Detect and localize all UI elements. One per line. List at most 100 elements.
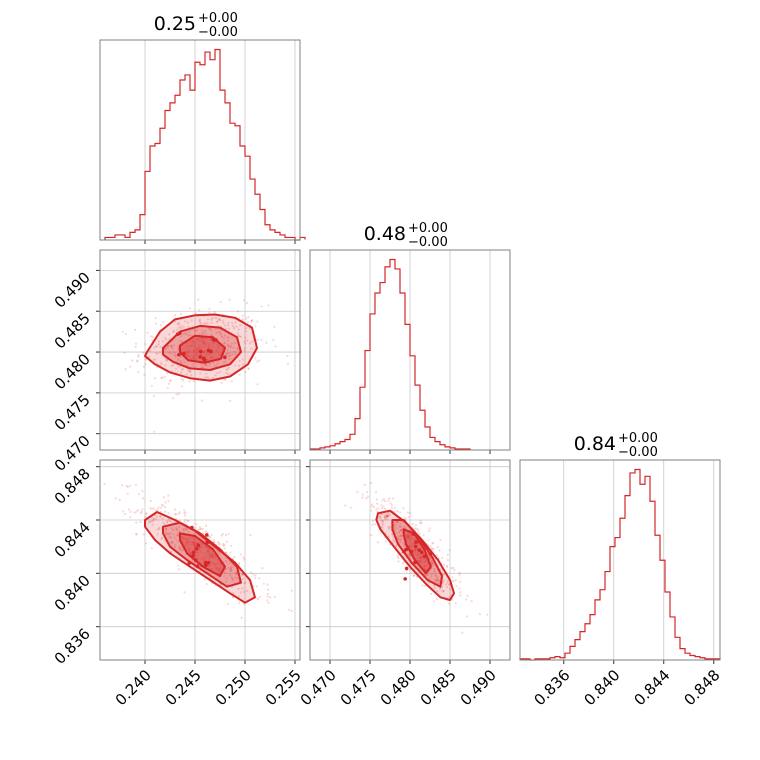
scatter-point (182, 536, 185, 539)
scatter-point (411, 522, 414, 526)
scatter-point (398, 524, 401, 527)
scatter-point (234, 576, 237, 579)
scatter-point (428, 555, 431, 558)
scatter-point (387, 499, 390, 502)
scatter-point (177, 512, 180, 515)
scatter-point (221, 335, 224, 339)
scatter-point (181, 367, 184, 370)
scatter-point (438, 579, 441, 583)
scatter-point (203, 578, 207, 581)
scatter-point (207, 548, 210, 551)
scatter-point (218, 331, 222, 335)
scatter-point (410, 547, 414, 550)
scatter-point (370, 533, 373, 537)
scatter-point (182, 332, 185, 336)
scatter-point (396, 526, 399, 530)
scatter-point (423, 557, 426, 561)
scatter-point (387, 526, 390, 529)
scatter-point (425, 564, 428, 567)
dense-point (419, 550, 424, 555)
scatter-point (212, 554, 215, 558)
scatter-point (176, 345, 179, 348)
scatter-point (381, 525, 384, 529)
scatter-point (189, 345, 192, 348)
scatter-point (217, 552, 221, 555)
scatter-point (387, 514, 390, 518)
scatter-point (238, 373, 241, 376)
scatter-point (458, 587, 461, 590)
scatter-point (395, 543, 398, 547)
scatter-point (226, 348, 229, 352)
scatter-point (227, 566, 230, 569)
scatter-point (188, 334, 192, 337)
scatter-point (196, 554, 199, 557)
scatter-point (156, 509, 159, 512)
scatter-point (384, 540, 388, 543)
scatter-point (206, 547, 209, 551)
scatter-point (429, 557, 432, 560)
scatter-point (162, 504, 165, 507)
scatter-point (241, 587, 244, 590)
scatter-point (172, 344, 176, 347)
scatter-point (376, 541, 379, 544)
scatter-point (394, 523, 398, 527)
scatter-point (443, 563, 446, 567)
scatter-point (186, 543, 190, 546)
scatter-point (186, 354, 189, 357)
scatter-point (198, 346, 201, 349)
scatter-point (410, 545, 414, 548)
scatter-point (397, 560, 400, 563)
scatter-point (385, 514, 388, 518)
scatter-point (207, 377, 210, 380)
scatter-point (192, 541, 196, 544)
scatter-point (211, 555, 214, 559)
scatter-point (255, 585, 258, 588)
scatter-point (225, 372, 228, 375)
scatter-point (225, 577, 228, 580)
scatter-point (137, 493, 141, 496)
scatter-point (417, 528, 420, 531)
scatter-point (452, 566, 455, 570)
scatter-point (180, 536, 183, 539)
scatter-point (238, 601, 241, 604)
scatter-point (420, 522, 423, 525)
scatter-point (269, 596, 272, 599)
scatter-point (220, 348, 224, 351)
scatter-point (145, 512, 148, 515)
scatter-point (226, 336, 229, 339)
scatter-point (244, 581, 247, 584)
scatter-point (144, 542, 148, 545)
scatter-point (399, 522, 402, 525)
scatter-point (209, 552, 212, 555)
scatter-point (458, 573, 461, 576)
scatter-point (189, 551, 192, 555)
scatter-point (182, 325, 185, 328)
scatter-point (200, 557, 203, 561)
dense-point (203, 560, 208, 565)
scatter-point (234, 572, 238, 575)
scatter-point (206, 550, 210, 553)
scatter-point (439, 538, 442, 542)
scatter-point (229, 566, 232, 569)
scatter-point (273, 595, 277, 598)
scatter-point (388, 497, 391, 500)
scatter-point (381, 519, 384, 523)
scatter-point (385, 514, 389, 518)
scatter-point (396, 520, 399, 523)
scatter-point (218, 318, 221, 321)
scatter-point (208, 311, 211, 314)
scatter-point (180, 369, 184, 372)
scatter-point (217, 345, 220, 348)
scatter-point (433, 570, 436, 573)
scatter-point (413, 527, 416, 530)
scatter-point (383, 515, 386, 518)
scatter-point (219, 300, 222, 304)
scatter-point (179, 340, 182, 343)
scatter-point (193, 350, 196, 354)
scatter-point (184, 511, 187, 514)
scatter-point (217, 540, 220, 544)
scatter-point (210, 533, 213, 536)
scatter-point (399, 538, 403, 541)
scatter-point (267, 601, 270, 605)
scatter-point (391, 497, 395, 500)
